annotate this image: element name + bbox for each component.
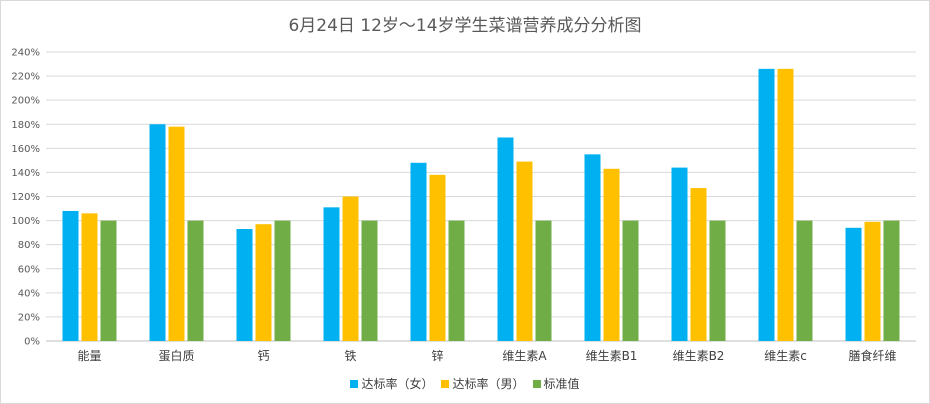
bar: [448, 220, 465, 341]
bar: [236, 229, 253, 341]
bar: [62, 210, 79, 341]
y-tick-label: 0%: [24, 337, 40, 348]
bar: [690, 188, 707, 341]
legend-item: 达标率（男）: [441, 375, 525, 392]
legend-item: 标准值: [532, 375, 580, 392]
bar: [777, 68, 794, 341]
x-tick-label: 钙: [257, 349, 269, 363]
x-tick-label: 膳食纤维: [848, 348, 896, 363]
bar: [255, 224, 272, 341]
legend-swatch: [350, 379, 359, 388]
bar: [168, 126, 185, 342]
bar: [535, 220, 552, 341]
chart-title: 6月24日 12岁～14岁学生菜谱营养成分分析图: [288, 16, 642, 36]
bar: [758, 68, 775, 341]
y-tick-label: 20%: [18, 312, 40, 323]
y-tick-label: 80%: [18, 240, 40, 251]
x-tick-label: 维生素B1: [586, 349, 638, 363]
bar: [709, 220, 726, 341]
y-tick-label: 240%: [11, 48, 40, 59]
bar: [864, 221, 881, 341]
y-tick-label: 100%: [11, 216, 40, 227]
legend-item: 达标率（女）: [350, 375, 433, 392]
legend-label: 达标率（女）: [361, 377, 434, 391]
bar: [323, 207, 340, 341]
bar: [497, 137, 514, 341]
legend-swatch: [532, 379, 541, 388]
bar: [603, 168, 620, 341]
bar: [81, 213, 98, 341]
x-tick-label: 维生素c: [764, 349, 807, 363]
bar: [622, 220, 639, 341]
y-tick-label: 140%: [11, 168, 40, 179]
bar: [845, 227, 862, 341]
bar: [883, 220, 900, 341]
y-tick-label: 200%: [11, 96, 40, 107]
bar: [274, 220, 291, 341]
bar: [100, 220, 117, 341]
bar: [584, 154, 601, 341]
bar: [796, 220, 813, 341]
legend-label: 标准值: [543, 377, 580, 391]
x-tick-label: 维生素A: [502, 349, 547, 363]
legend: 达标率（女） 达标率（男） 标准值: [1, 375, 929, 392]
y-tick-label: 120%: [11, 192, 40, 203]
bar: [410, 162, 427, 341]
bar: [516, 161, 533, 341]
x-tick-label: 能量: [77, 349, 101, 363]
bar: [429, 174, 446, 341]
bar: [671, 167, 688, 341]
bar: [187, 220, 204, 341]
x-tick-label: 蛋白质: [158, 348, 194, 363]
y-tick-label: 40%: [18, 288, 40, 299]
y-tick-label: 160%: [11, 144, 40, 155]
x-tick-label: 维生素B2: [673, 349, 725, 363]
y-tick-label: 220%: [11, 72, 40, 83]
bar: [149, 124, 166, 341]
y-tick-label: 180%: [11, 120, 40, 131]
bar: [361, 220, 378, 341]
x-tick-label: 铁: [344, 349, 356, 363]
legend-label: 达标率（男）: [452, 377, 525, 391]
y-tick-label: 60%: [18, 264, 40, 275]
x-tick-label: 锌: [431, 349, 443, 363]
bar: [342, 196, 359, 341]
legend-swatch: [441, 379, 450, 388]
